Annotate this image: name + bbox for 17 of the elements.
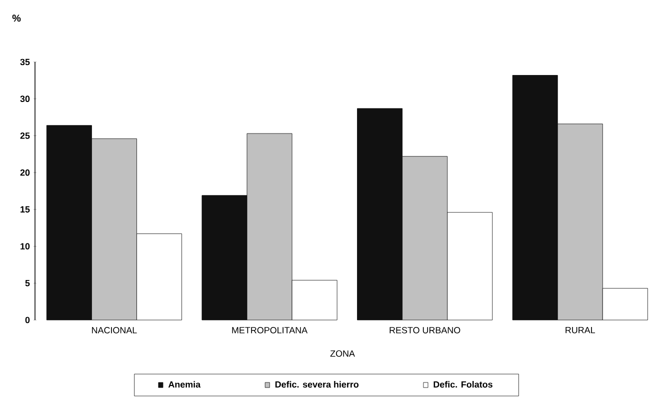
y-tick-label: 10 <box>20 243 30 250</box>
x-tick-label: METROPOLITANA <box>232 327 308 334</box>
x-tick-label: RESTO URBANO <box>390 327 460 334</box>
y-tick-label: 15 <box>20 206 30 213</box>
y-tick-label: 0 <box>25 316 30 324</box>
x-tick-label: RURAL <box>566 327 596 334</box>
legend-label: Defic. severa hierro <box>275 381 359 388</box>
y-axis-title: % <box>12 14 21 22</box>
y-tick-label: 30 <box>20 96 30 102</box>
y-tick-label: 20 <box>20 169 30 176</box>
legend-label: Anemia <box>168 381 201 388</box>
y-tick-label: 35 <box>20 58 30 66</box>
x-tick-label: NACIONAL <box>92 327 137 334</box>
y-tick-label: 5 <box>25 280 30 286</box>
x-axis-title: ZONA <box>330 350 355 357</box>
legend-label: Defic. Folatos <box>434 381 492 388</box>
y-tick-label: 25 <box>20 132 30 139</box>
